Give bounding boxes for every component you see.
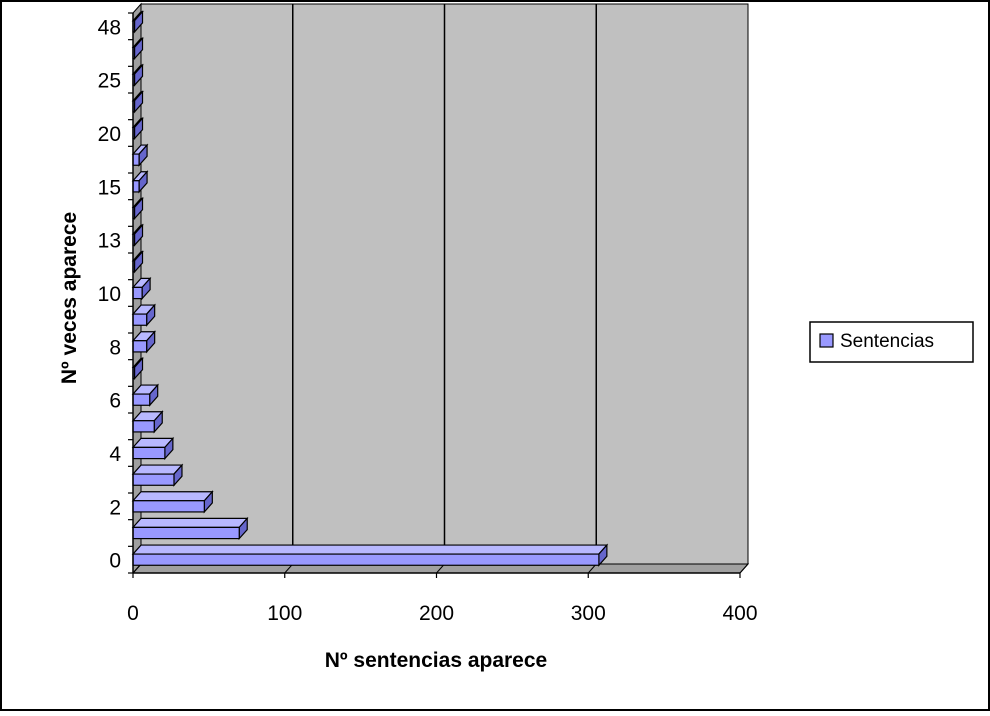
bar: [131, 116, 144, 141]
bar-front-face: [132, 313, 148, 326]
x-tick-label: 100: [267, 602, 302, 625]
bar: [131, 436, 175, 461]
y-tick-label: 20: [98, 123, 121, 146]
bar-front-face: [132, 446, 166, 460]
bar: [131, 463, 184, 487]
y-tick-label: 10: [98, 283, 121, 306]
y-axis-title: Nº veces aparece: [58, 212, 81, 384]
axes: [128, 12, 741, 578]
legend: Sentencias: [809, 321, 974, 363]
y-tick-labels: 0 2 4 6 8 10 13 15 20 25 48: [98, 16, 122, 572]
x-tick-label: 400: [722, 602, 757, 625]
bars: [131, 10, 609, 567]
y-tick-label: 2: [109, 496, 121, 519]
x-tick-labels: 0 100 200 300 400: [127, 602, 757, 625]
legend-label: Sentencias: [840, 331, 934, 352]
bar: [131, 356, 144, 381]
bar: [131, 410, 164, 434]
bar-front-face: [132, 180, 140, 193]
floor-gridline: [739, 563, 749, 574]
y-tick-label: 15: [98, 176, 121, 199]
bar: [131, 36, 144, 61]
y-tick-label: 6: [109, 390, 121, 413]
bar-front-face: [132, 393, 151, 406]
bar-front-face: [132, 153, 140, 166]
legend-swatch: [819, 333, 834, 348]
y-tick-label: 4: [109, 443, 121, 466]
bar: [131, 303, 156, 327]
y-tick-label: 0: [109, 550, 121, 573]
bar-front-face: [132, 286, 143, 300]
bar: [131, 223, 144, 247]
bar: [131, 383, 160, 407]
legend-box: [809, 321, 974, 363]
y-tick-label: 8: [109, 336, 121, 359]
bar: [131, 490, 214, 514]
x-tick-label: 200: [419, 602, 454, 625]
y-tick-label: 25: [98, 70, 121, 93]
bar: [131, 276, 152, 301]
bar-front-face: [132, 553, 600, 566]
gridlines: [132, 4, 749, 574]
bar-top-face: [131, 517, 249, 529]
x-axis-title: Nº sentencias aparece: [325, 649, 547, 672]
y-tick-label: 13: [98, 230, 121, 253]
bar: [131, 10, 144, 34]
bar: [131, 330, 156, 354]
bar-front-face: [132, 340, 148, 353]
bar-front-face: [132, 526, 240, 540]
bar-front-face: [132, 500, 205, 513]
x-tick-label: 0: [127, 602, 139, 625]
bar: [131, 90, 144, 114]
bar-front-face: [132, 473, 175, 486]
plot-back-wall: [131, 2, 750, 575]
bar: [131, 143, 149, 167]
y-tick-label: 48: [98, 16, 121, 39]
bar-top-face: [131, 491, 214, 502]
bar: [131, 516, 249, 541]
bar-top-face: [131, 544, 609, 555]
bar: [131, 543, 609, 567]
bar-front-face: [132, 420, 155, 433]
x-tick-label: 300: [571, 602, 606, 625]
